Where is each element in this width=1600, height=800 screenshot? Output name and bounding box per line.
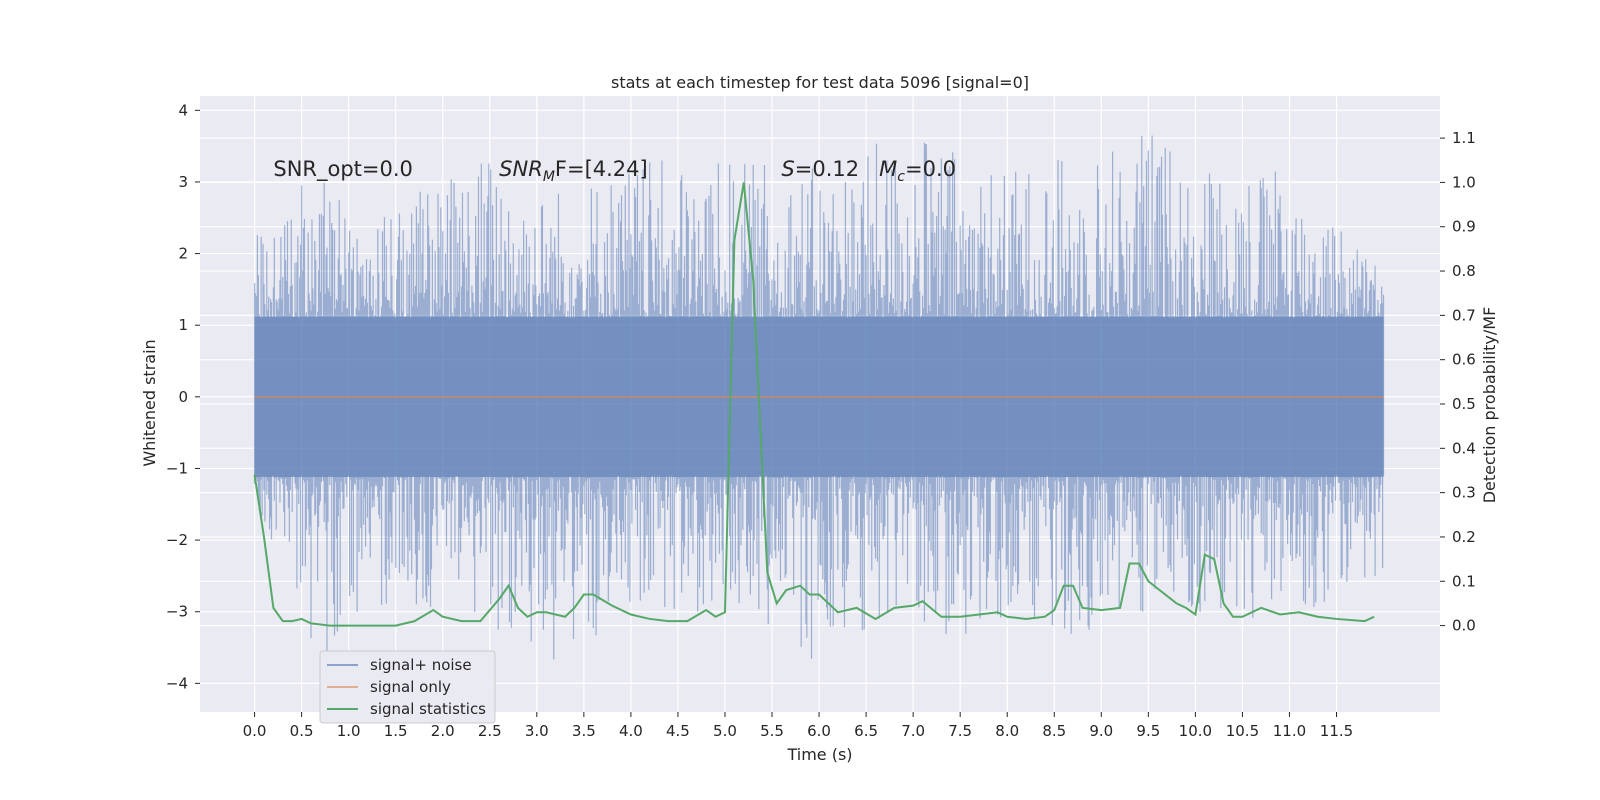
y2-axis-label: Detection probability/MF [1480,307,1499,504]
annotations: SNR_opt=0.0 SNRMF=[4.24] S=0.12 Mc=0.0 [273,157,956,185]
x-tick-label-17: 8.5 [1042,722,1066,740]
x-tick-label-11: 5.5 [760,722,784,740]
x-axis-label: Time (s) [786,745,852,764]
y-axis-label: Whitened strain [140,339,159,466]
y-tick-label-0: −4 [166,674,188,692]
y-tick-label-5: 1 [178,316,188,334]
x-tick-label-6: 3.0 [525,722,549,740]
x-tick-label-8: 4.0 [619,722,643,740]
chart-title: stats at each timestep for test data 509… [611,73,1029,92]
x-tick-label-22: 11.0 [1273,722,1306,740]
y2-tick-label-10: 1.0 [1452,173,1476,191]
y2-tick-label-1: 0.1 [1452,572,1476,590]
y-axis-right: 0.0 0.1 0.2 0.3 0.4 0.5 0.6 0.7 0.8 0.9 1.0 1.1 [1440,129,1476,635]
y2-tick-label-5: 0.5 [1452,395,1476,413]
x-tick-label-5: 2.5 [478,722,502,740]
y-tick-label-2: −2 [166,531,188,549]
x-tick-label-1: 0.5 [290,722,314,740]
legend-box [319,650,496,724]
y2-tick-label-6: 0.6 [1452,351,1476,369]
x-tick-label-10: 5.0 [713,722,737,740]
x-tick-label-13: 6.5 [854,722,878,740]
x-tick-label-19: 9.5 [1136,722,1160,740]
x-tick-label-16: 8.0 [995,722,1019,740]
y2-tick-label-3: 0.3 [1452,484,1476,502]
x-tick-label-23: 11.5 [1320,722,1353,740]
x-tick-label-20: 10.0 [1179,722,1212,740]
legend-label-signal-only: signal only [370,678,451,696]
y-tick-label-4: 0 [178,388,188,406]
x-tick-label-15: 7.5 [948,722,972,740]
x-tick-label-12: 6.0 [807,722,831,740]
legend-label-signal-noise: signal+ noise [370,656,472,674]
y2-tick-label-4: 0.4 [1452,439,1476,457]
x-tick-label-0: 0.0 [243,722,267,740]
signal-statistics-line [253,182,1375,627]
y-tick-label-1: −3 [166,603,188,621]
x-tick-label-4: 2.0 [431,722,455,740]
signal-noise-line [253,135,1385,660]
y-tick-label-8: 4 [178,101,188,119]
annotation-s-mc: S=0.12 Mc=0.0 [781,157,956,185]
x-tick-label-9: 4.5 [666,722,690,740]
annotation-snr-mf: SNRMF=[4.24] [499,157,648,185]
y-tick-label-7: 3 [178,173,188,191]
y2-tick-label-7: 0.7 [1452,306,1476,324]
legend-label-signal-statistics: signal statistics [370,700,486,718]
y-axis-left: −4 −3 −2 −1 0 1 2 3 4 [166,101,200,692]
x-tick-label-2: 1.0 [337,722,361,740]
lines-layer [253,182,1384,627]
annotation-snr-opt: SNR_opt=0.0 [273,157,413,182]
x-tick-label-18: 9.0 [1089,722,1113,740]
y-tick-label-6: 2 [178,245,188,263]
y2-tick-label-0: 0.0 [1452,617,1476,635]
y-tick-label-3: −1 [166,459,188,477]
y2-tick-label-11: 1.1 [1452,129,1476,147]
x-tick-label-3: 1.5 [384,722,408,740]
x-tick-label-14: 7.0 [901,722,925,740]
y2-tick-label-8: 0.8 [1452,262,1476,280]
x-tick-label-21: 10.5 [1226,722,1259,740]
x-tick-label-7: 3.5 [572,722,596,740]
legend: signal+ noise signal only signal statist… [319,650,496,724]
x-axis: 0.0 0.5 1.0 1.5 2.0 2.5 3.0 3.5 4.0 4.5 5.0 5.5 6.0 6… [243,712,1353,740]
y2-tick-label-2: 0.2 [1452,528,1476,546]
y2-tick-label-9: 0.9 [1452,218,1476,236]
